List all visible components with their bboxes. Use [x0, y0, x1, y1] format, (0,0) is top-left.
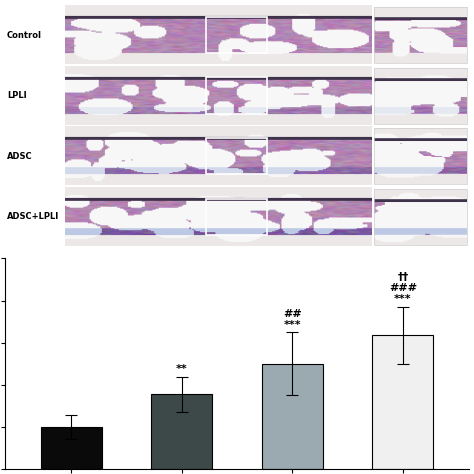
- Bar: [374, 68, 467, 124]
- Bar: [206, 199, 266, 235]
- Text: ADSC: ADSC: [7, 152, 33, 161]
- Bar: [206, 17, 266, 53]
- Bar: [5, 126, 469, 187]
- Bar: [374, 7, 467, 63]
- Bar: [5, 187, 469, 247]
- Bar: [374, 128, 467, 184]
- Text: ADSC+LPLI: ADSC+LPLI: [7, 212, 59, 221]
- Text: Control: Control: [7, 30, 42, 39]
- Bar: [262, 364, 323, 469]
- Bar: [374, 189, 467, 245]
- Text: ***: ***: [394, 294, 412, 304]
- Bar: [206, 138, 266, 174]
- Bar: [373, 335, 433, 469]
- Bar: [41, 427, 101, 469]
- Bar: [5, 5, 469, 65]
- Text: LPLI: LPLI: [7, 91, 27, 100]
- Text: **: **: [176, 364, 188, 374]
- Text: ###: ###: [389, 283, 417, 293]
- Bar: [151, 394, 212, 469]
- Text: ##: ##: [283, 309, 301, 319]
- Text: ***: ***: [283, 320, 301, 330]
- Text: ††: ††: [397, 272, 409, 282]
- Bar: [206, 77, 266, 114]
- Bar: [5, 65, 469, 126]
